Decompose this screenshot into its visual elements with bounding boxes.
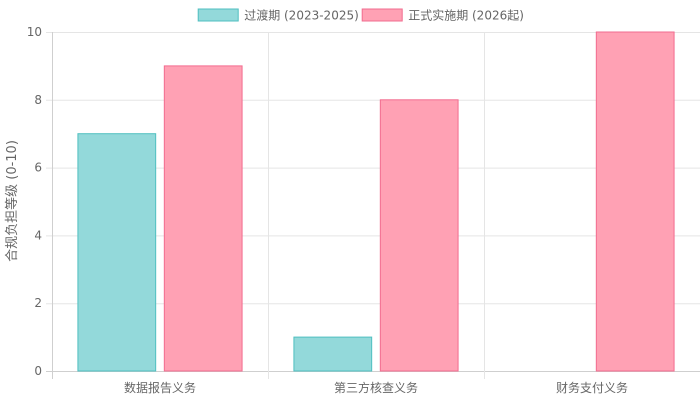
y-tick-label: 4 xyxy=(34,228,42,242)
y-tick-label: 8 xyxy=(34,93,42,107)
y-axis-ticks: 0 2 4 6 8 10 xyxy=(27,25,42,378)
x-tick-label: 财务支付义务 xyxy=(556,380,628,395)
bar-formal-1 xyxy=(379,99,459,372)
legend-swatch-1 xyxy=(361,8,403,22)
legend-swatch-0 xyxy=(197,8,239,22)
x-axis-ticks: 数据报告义务 第三方核查义务 财务支付义务 xyxy=(124,380,628,395)
bar-transition-1 xyxy=(293,336,373,372)
legend-label-1: 正式实施期 (2026起) xyxy=(408,8,524,23)
legend: 过渡期 (2023-2025) 正式实施期 (2026起) xyxy=(197,8,524,23)
y-tick-label: 10 xyxy=(27,25,42,39)
x-tick-label: 数据报告义务 xyxy=(124,380,196,395)
bar-formal-2 xyxy=(595,31,675,372)
x-tick-label: 第三方核查义务 xyxy=(334,380,418,395)
y-axis-label: 合规负担等级 (0-10) xyxy=(4,140,20,262)
y-tick-label: 2 xyxy=(34,296,42,310)
y-tick-label: 0 xyxy=(34,364,42,378)
bars xyxy=(77,31,675,372)
bar-transition-0 xyxy=(77,133,157,372)
y-tick-label: 6 xyxy=(34,161,42,175)
bar-formal-0 xyxy=(163,65,243,372)
legend-label-0: 过渡期 (2023-2025) xyxy=(244,8,359,23)
